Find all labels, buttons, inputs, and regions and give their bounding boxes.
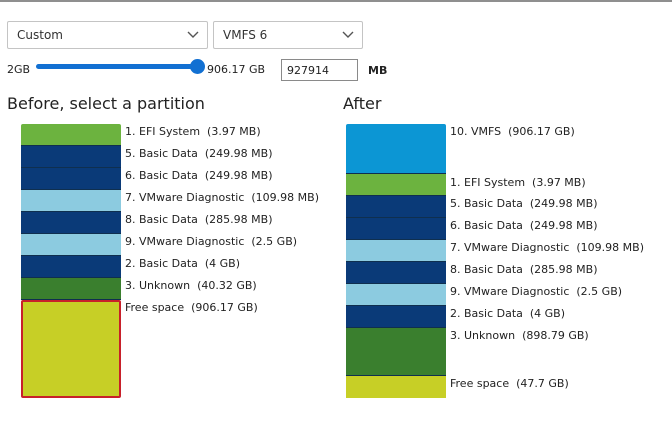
after-partition-segment bbox=[346, 328, 446, 376]
partition-size: (285.98 MB) bbox=[529, 263, 598, 276]
partition-size: (249.98 MB) bbox=[204, 169, 273, 182]
after-partition-label: 5. Basic Data (249.98 MB) bbox=[450, 197, 597, 211]
size-input[interactable] bbox=[281, 59, 358, 81]
slider-min-label: 2GB bbox=[7, 63, 31, 76]
partition-name: 9. VMware Diagnostic bbox=[125, 235, 245, 248]
partition-name: 5. Basic Data bbox=[125, 147, 198, 160]
after-partition-label: Free space (47.7 GB) bbox=[450, 377, 569, 391]
partition-size: (906.17 GB) bbox=[191, 301, 258, 314]
partition-size: (4 GB) bbox=[529, 307, 566, 320]
partition-name: 8. Basic Data bbox=[125, 213, 198, 226]
after-partition-label: 9. VMware Diagnostic (2.5 GB) bbox=[450, 285, 622, 299]
partition-size: (2.5 GB) bbox=[251, 235, 298, 248]
size-slider-track[interactable] bbox=[36, 64, 200, 69]
before-partition-bar bbox=[21, 124, 121, 398]
after-partition-segment bbox=[346, 284, 446, 306]
after-partition-label: 10. VMFS (906.17 GB) bbox=[450, 125, 575, 139]
top-divider bbox=[0, 0, 672, 2]
before-title: Before, select a partition bbox=[7, 94, 205, 113]
partition-size: (3.97 MB) bbox=[207, 125, 261, 138]
after-partition-segment bbox=[346, 262, 446, 284]
before-partition-segment[interactable] bbox=[21, 234, 121, 256]
partition-size: (285.98 MB) bbox=[204, 213, 273, 226]
slider-max-label: 906.17 GB bbox=[207, 63, 266, 76]
after-partition-segment bbox=[346, 174, 446, 196]
before-partition-label: Free space (906.17 GB) bbox=[125, 301, 258, 315]
before-partition-label: 2. Basic Data (4 GB) bbox=[125, 257, 240, 271]
after-title: After bbox=[343, 94, 382, 113]
partition-name: 2. Basic Data bbox=[125, 257, 198, 270]
partition-type-select[interactable]: Custom bbox=[7, 21, 208, 49]
chevron-down-icon bbox=[187, 31, 199, 38]
before-partition-segment[interactable] bbox=[21, 278, 121, 300]
after-partition-segment bbox=[346, 124, 446, 174]
before-partition-label: 3. Unknown (40.32 GB) bbox=[125, 279, 257, 293]
after-partition-segment bbox=[346, 196, 446, 218]
before-partition-label: 6. Basic Data (249.98 MB) bbox=[125, 169, 272, 183]
size-slider-thumb[interactable] bbox=[190, 59, 205, 74]
partition-size: (109.98 MB) bbox=[251, 191, 319, 204]
before-partition-segment[interactable] bbox=[21, 212, 121, 234]
after-partition-segment bbox=[346, 306, 446, 328]
chevron-down-icon bbox=[342, 31, 354, 38]
before-partition-label: 1. EFI System (3.97 MB) bbox=[125, 125, 261, 139]
partition-name: 6. Basic Data bbox=[450, 219, 523, 232]
before-partition-segment[interactable] bbox=[21, 256, 121, 278]
partition-size: (3.97 MB) bbox=[532, 176, 586, 189]
unit-label: MB bbox=[368, 64, 388, 77]
before-partition-segment[interactable] bbox=[21, 124, 121, 146]
before-partition-label: 5. Basic Data (249.98 MB) bbox=[125, 147, 272, 161]
partition-size: (906.17 GB) bbox=[508, 125, 575, 138]
partition-size: (249.98 MB) bbox=[529, 219, 598, 232]
after-partition-segment bbox=[346, 240, 446, 262]
partition-name: 5. Basic Data bbox=[450, 197, 523, 210]
partition-name: 7. VMware Diagnostic bbox=[125, 191, 245, 204]
after-partition-label: 8. Basic Data (285.98 MB) bbox=[450, 263, 597, 277]
after-partition-segment bbox=[346, 376, 446, 398]
before-partition-label: 7. VMware Diagnostic (109.98 MB) bbox=[125, 191, 319, 205]
before-partition-segment[interactable] bbox=[21, 146, 121, 168]
after-partition-label: 1. EFI System (3.97 MB) bbox=[450, 176, 586, 190]
partition-size: (2.5 GB) bbox=[576, 285, 623, 298]
after-partition-label: 6. Basic Data (249.98 MB) bbox=[450, 219, 597, 233]
partition-name: 1. EFI System bbox=[125, 125, 201, 138]
partition-name: 9. VMware Diagnostic bbox=[450, 285, 570, 298]
before-partition-segment[interactable] bbox=[21, 300, 121, 398]
partition-name: 2. Basic Data bbox=[450, 307, 523, 320]
partition-size: (898.79 GB) bbox=[522, 329, 589, 342]
partition-size: (4 GB) bbox=[204, 257, 241, 270]
partition-name: 6. Basic Data bbox=[125, 169, 198, 182]
partition-name: 3. Unknown bbox=[125, 279, 191, 292]
after-partition-bar bbox=[346, 124, 446, 398]
partition-size: (40.32 GB) bbox=[197, 279, 257, 292]
after-partition-label: 7. VMware Diagnostic (109.98 MB) bbox=[450, 241, 644, 255]
before-partition-segment[interactable] bbox=[21, 168, 121, 190]
partition-name: Free space bbox=[125, 301, 185, 314]
filesystem-select[interactable]: VMFS 6 bbox=[213, 21, 363, 49]
partition-name: 10. VMFS bbox=[450, 125, 502, 138]
partition-name: Free space bbox=[450, 377, 510, 390]
partition-name: 3. Unknown bbox=[450, 329, 516, 342]
after-partition-label: 2. Basic Data (4 GB) bbox=[450, 307, 565, 321]
filesystem-value: VMFS 6 bbox=[223, 28, 268, 42]
partition-type-value: Custom bbox=[17, 28, 63, 42]
before-partition-label: 9. VMware Diagnostic (2.5 GB) bbox=[125, 235, 297, 249]
partition-name: 7. VMware Diagnostic bbox=[450, 241, 570, 254]
partition-name: 1. EFI System bbox=[450, 176, 526, 189]
after-partition-label: 3. Unknown (898.79 GB) bbox=[450, 329, 589, 343]
partition-size: (249.98 MB) bbox=[204, 147, 273, 160]
partition-size: (47.7 GB) bbox=[516, 377, 569, 390]
after-partition-segment bbox=[346, 218, 446, 240]
before-partition-label: 8. Basic Data (285.98 MB) bbox=[125, 213, 272, 227]
partition-size: (249.98 MB) bbox=[529, 197, 598, 210]
partition-name: 8. Basic Data bbox=[450, 263, 523, 276]
partition-size: (109.98 MB) bbox=[576, 241, 644, 254]
before-partition-segment[interactable] bbox=[21, 190, 121, 212]
